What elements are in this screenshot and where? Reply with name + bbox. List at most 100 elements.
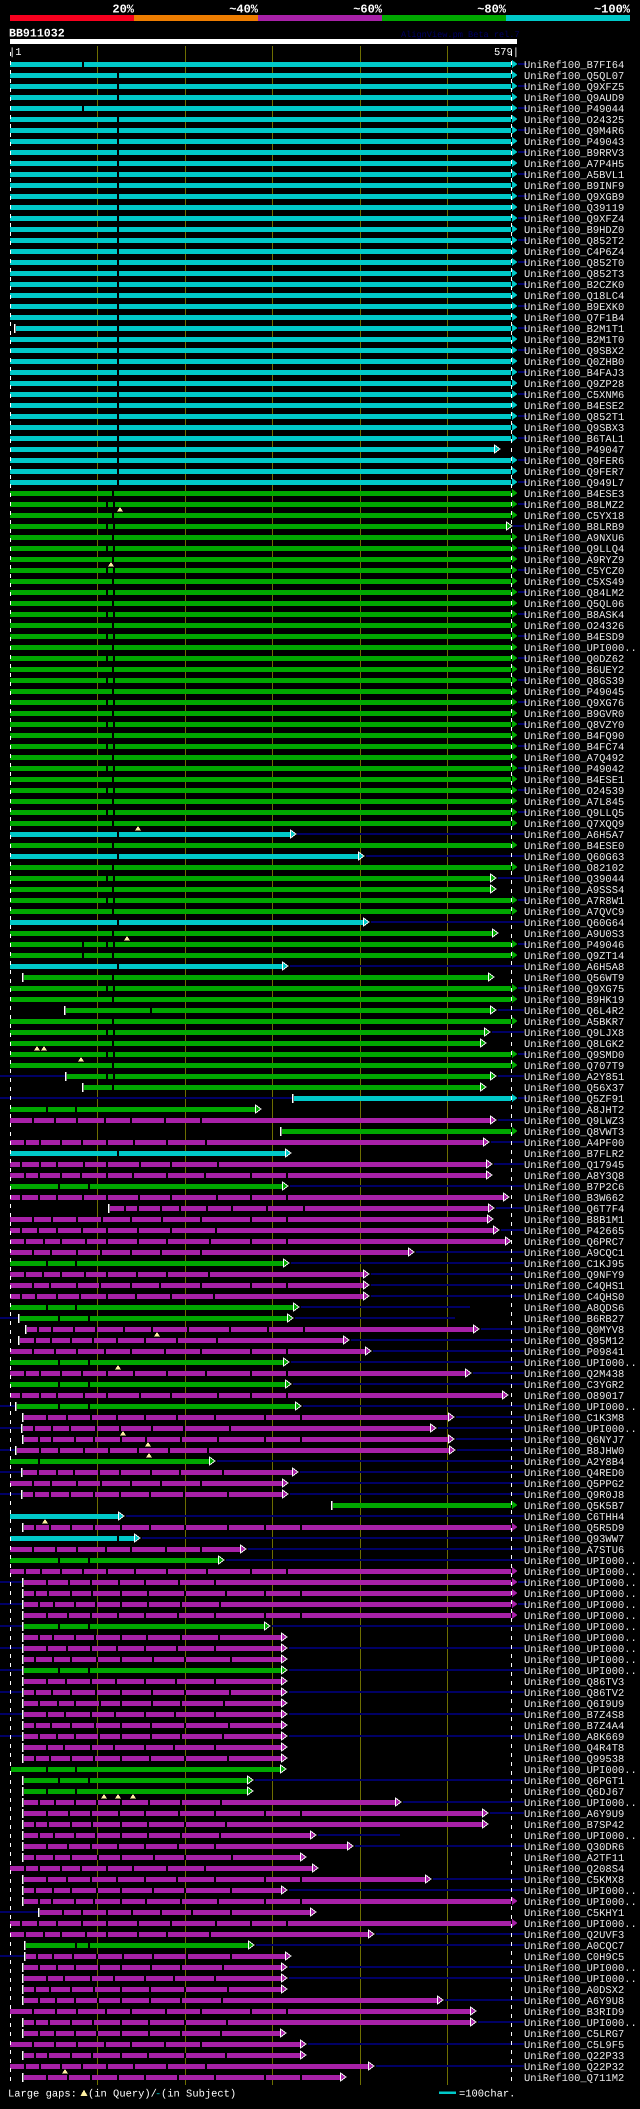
svg-text:UniRef100_B2CZK0: UniRef100_B2CZK0	[524, 280, 624, 292]
svg-text:(in Query)/: (in Query)/	[88, 2089, 157, 2101]
svg-text:UniRef100_Q9LLQ5: UniRef100_Q9LLQ5	[524, 808, 624, 820]
svg-text:UniRef100_Q9SBX2: UniRef100_Q9SBX2	[524, 346, 624, 358]
svg-text:UniRef100_Q86TV2: UniRef100_Q86TV2	[524, 1688, 624, 1700]
svg-text:UniRef100_C5KMX8: UniRef100_C5KMX8	[524, 1875, 624, 1887]
svg-text:UniRef100_Q707T9: UniRef100_Q707T9	[524, 1061, 624, 1073]
svg-text:UniRef100_B8LMZ2: UniRef100_B8LMZ2	[524, 500, 624, 512]
svg-text:UniRef100_Q5QL07: UniRef100_Q5QL07	[524, 71, 624, 83]
svg-text:UniRef100_Q9ZT14: UniRef100_Q9ZT14	[524, 951, 624, 963]
svg-text:UniRef100_Q39044: UniRef100_Q39044	[524, 874, 624, 886]
svg-text:UniRef100_Q60G63: UniRef100_Q60G63	[524, 852, 624, 864]
svg-text:UniRef100_B6RB27: UniRef100_B6RB27	[524, 1314, 624, 1326]
svg-text:UniRef100_P49044: UniRef100_P49044	[524, 104, 624, 116]
svg-text:~40%: ~40%	[229, 3, 259, 17]
svg-text:UniRef100_C1K3M8: UniRef100_C1K3M8	[524, 1413, 624, 1425]
svg-text:UniRef100_B4ESE3: UniRef100_B4ESE3	[524, 489, 624, 501]
svg-text:UniRef100_Q18LC4: UniRef100_Q18LC4	[524, 291, 624, 303]
svg-text:UniRef100_O24539: UniRef100_O24539	[524, 786, 624, 798]
svg-text:UniRef100_B8JHW0: UniRef100_B8JHW0	[524, 1446, 624, 1458]
svg-text:UniRef100_UPI000..: UniRef100_UPI000..	[524, 643, 637, 655]
svg-text:UniRef100_A7P4H5: UniRef100_A7P4H5	[524, 159, 624, 171]
svg-text:UniRef100_Q4R4T8: UniRef100_Q4R4T8	[524, 1743, 624, 1755]
svg-text:UniRef100_Q949L7: UniRef100_Q949L7	[524, 478, 624, 490]
svg-text:UniRef100_B6TAL1: UniRef100_B6TAL1	[524, 434, 624, 446]
svg-text:UniRef100_B3RID9: UniRef100_B3RID9	[524, 2007, 624, 2019]
svg-text:UniRef100_UPI000..: UniRef100_UPI000..	[524, 1831, 637, 1843]
svg-text:UniRef100_Q9LLQ4: UniRef100_Q9LLQ4	[524, 544, 624, 556]
svg-text:UniRef100_Q9XG75: UniRef100_Q9XG75	[524, 984, 624, 996]
svg-text:UniRef100_A2Y851: UniRef100_A2Y851	[524, 1072, 624, 1084]
svg-text:UniRef100_A6Y9U9: UniRef100_A6Y9U9	[524, 1809, 624, 1821]
svg-text:UniRef100_C4QHS0: UniRef100_C4QHS0	[524, 1292, 624, 1304]
svg-text:UniRef100_C4P6Z4: UniRef100_C4P6Z4	[524, 247, 624, 259]
svg-text:UniRef100_P49043: UniRef100_P49043	[524, 137, 624, 149]
svg-text:UniRef100_A8K669: UniRef100_A8K669	[524, 1732, 624, 1744]
svg-text:UniRef100_UPI000..: UniRef100_UPI000..	[524, 1798, 637, 1810]
svg-text:UniRef100_C5KHY1: UniRef100_C5KHY1	[524, 1908, 624, 1920]
svg-text:UniRef100_UPI000..: UniRef100_UPI000..	[524, 1622, 637, 1634]
svg-text:UniRef100_A9SSS4: UniRef100_A9SSS4	[524, 885, 624, 897]
svg-text:UniRef100_UPI000..: UniRef100_UPI000..	[524, 1556, 637, 1568]
svg-text:UniRef100_Q6PRC7: UniRef100_Q6PRC7	[524, 1237, 624, 1249]
svg-text:UniRef100_B2M1T1: UniRef100_B2M1T1	[524, 324, 624, 336]
svg-text:UniRef100_C3YGR2: UniRef100_C3YGR2	[524, 1380, 624, 1392]
svg-text:UniRef100_Q5QL06: UniRef100_Q5QL06	[524, 599, 624, 611]
svg-text:UniRef100_A9U0S3: UniRef100_A9U0S3	[524, 929, 624, 941]
svg-text:UniRef100_Q0MYV8: UniRef100_Q0MYV8	[524, 1325, 624, 1337]
svg-text:UniRef100_Q9SMD0: UniRef100_Q9SMD0	[524, 1050, 624, 1062]
svg-text:UniRef100_Q39119: UniRef100_Q39119	[524, 203, 624, 215]
svg-text:UniRef100_A2TF11: UniRef100_A2TF11	[524, 1853, 624, 1865]
svg-text:UniRef100_Q9FER6: UniRef100_Q9FER6	[524, 456, 624, 468]
svg-text:UniRef100_Q17945: UniRef100_Q17945	[524, 1160, 624, 1172]
svg-text:UniRef100_A6Y9U8: UniRef100_A6Y9U8	[524, 1996, 624, 2008]
svg-text:UniRef100_Q6DJ67: UniRef100_Q6DJ67	[524, 1787, 624, 1799]
svg-text:UniRef100_A0CQC7: UniRef100_A0CQC7	[524, 1941, 624, 1953]
svg-text:UniRef100_B9GVR0: UniRef100_B9GVR0	[524, 709, 624, 721]
svg-text:UniRef100_UPI000..: UniRef100_UPI000..	[524, 1589, 637, 1601]
svg-text:UniRef100_Q9XGB9: UniRef100_Q9XGB9	[524, 192, 624, 204]
svg-text:UniRef100_B4ESE1: UniRef100_B4ESE1	[524, 775, 624, 787]
svg-text:UniRef100_Q2UVF3: UniRef100_Q2UVF3	[524, 1930, 624, 1942]
svg-text:UniRef100_B7P2C6: UniRef100_B7P2C6	[524, 1182, 624, 1194]
svg-text:UniRef100_UPI000..: UniRef100_UPI000..	[524, 1633, 637, 1645]
svg-text:-: -	[155, 2089, 161, 2101]
svg-text:UniRef100_Q7XQQ9: UniRef100_Q7XQQ9	[524, 819, 624, 831]
svg-text:UniRef100_B7Z4A4: UniRef100_B7Z4A4	[524, 1721, 624, 1733]
svg-text:UniRef100_Q5K5B7: UniRef100_Q5K5B7	[524, 1501, 624, 1513]
svg-text:UniRef100_B9HDZ0: UniRef100_B9HDZ0	[524, 225, 624, 237]
svg-text:UniRef100_B4FQ90: UniRef100_B4FQ90	[524, 731, 624, 743]
svg-text:UniRef100_P49045: UniRef100_P49045	[524, 687, 624, 699]
svg-text:UniRef100_Q56X37: UniRef100_Q56X37	[524, 1083, 624, 1095]
svg-text:UniRef100_A6H5A7: UniRef100_A6H5A7	[524, 830, 624, 842]
svg-text:UniRef100_Q0ZHB0: UniRef100_Q0ZHB0	[524, 357, 624, 369]
svg-text:UniRef100_Q6NYJ7: UniRef100_Q6NYJ7	[524, 1435, 624, 1447]
svg-text:UniRef100_B9EXK0: UniRef100_B9EXK0	[524, 302, 624, 314]
svg-text:UniRef100_B4ESE0: UniRef100_B4ESE0	[524, 841, 624, 853]
svg-text:UniRef100_UPI000..: UniRef100_UPI000..	[524, 1358, 637, 1370]
svg-text:UniRef100_P42665: UniRef100_P42665	[524, 1226, 624, 1238]
svg-text:UniRef100_UPI000..: UniRef100_UPI000..	[524, 1655, 637, 1667]
svg-text:UniRef100_B8ASK4: UniRef100_B8ASK4	[524, 610, 624, 622]
svg-text:UniRef100_A5BKR7: UniRef100_A5BKR7	[524, 1017, 624, 1029]
svg-text:UniRef100_A5BVL1: UniRef100_A5BVL1	[524, 170, 624, 182]
svg-text:UniRef100_UPI000..: UniRef100_UPI000..	[524, 1611, 637, 1623]
svg-text:UniRef100_O82102: UniRef100_O82102	[524, 863, 624, 875]
svg-text:UniRef100_A0DSX2: UniRef100_A0DSX2	[524, 1985, 624, 1997]
svg-text:UniRef100_UPI000..: UniRef100_UPI000..	[524, 1886, 637, 1898]
svg-text:UniRef100_Q5R5D9: UniRef100_Q5R5D9	[524, 1523, 624, 1535]
svg-text:UniRef100_UPI000..: UniRef100_UPI000..	[524, 1402, 637, 1414]
svg-text:UniRef100_Q7F1B4: UniRef100_Q7F1B4	[524, 313, 624, 325]
svg-text:UniRef100_A7L845: UniRef100_A7L845	[524, 797, 624, 809]
svg-text:UniRef100_Q9XG76: UniRef100_Q9XG76	[524, 698, 624, 710]
svg-text:UniRef100_Q0DZ62: UniRef100_Q0DZ62	[524, 654, 624, 666]
svg-text:UniRef100_A4PF00: UniRef100_A4PF00	[524, 1138, 624, 1150]
svg-text:UniRef100_B4ESD9: UniRef100_B4ESD9	[524, 632, 624, 644]
svg-text:UniRef100_UPI000..: UniRef100_UPI000..	[524, 1963, 637, 1975]
svg-text:UniRef100_C5YCZ0: UniRef100_C5YCZ0	[524, 566, 624, 578]
svg-text:UniRef100_UPI000..: UniRef100_UPI000..	[524, 1919, 637, 1931]
svg-text:UniRef100_UPI000..: UniRef100_UPI000..	[524, 1765, 637, 1777]
svg-text:20%: 20%	[112, 3, 134, 17]
svg-text:UniRef100_Q8LGK2: UniRef100_Q8LGK2	[524, 1039, 624, 1051]
svg-text:AlignView.pm Beta rel.7: AlignView.pm Beta rel.7	[401, 30, 520, 40]
svg-text:UniRef100_C5LRG7: UniRef100_C5LRG7	[524, 2029, 624, 2041]
